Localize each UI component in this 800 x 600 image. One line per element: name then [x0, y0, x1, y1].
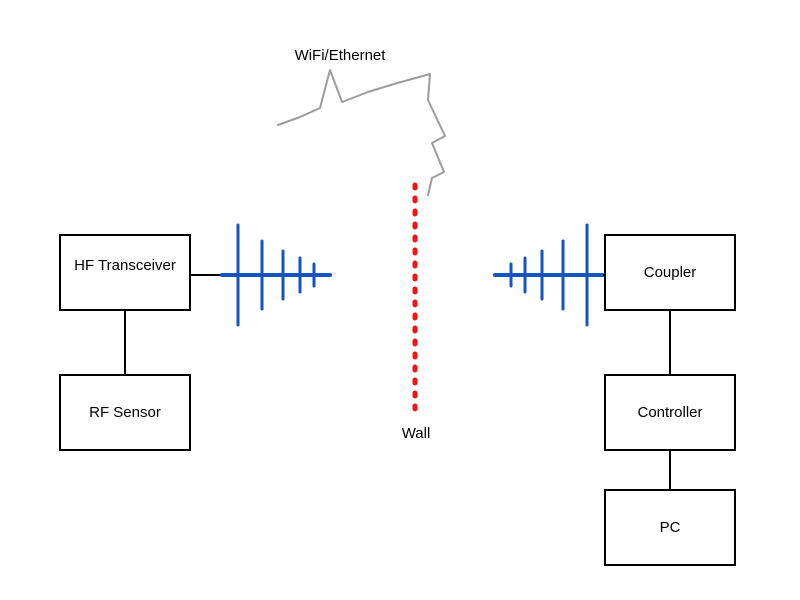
wifi-label: WiFi/Ethernet	[295, 47, 387, 64]
radio-wave-icon	[278, 70, 445, 195]
coupler-label: Coupler	[644, 264, 697, 281]
pc-label: PC	[660, 519, 681, 536]
left-antenna	[222, 225, 330, 325]
hf-transceiver-label: HF Transceiver	[65, 257, 185, 301]
rf-sensor-label: RF Sensor	[89, 404, 161, 421]
right-antenna	[495, 225, 603, 325]
controller-label: Controller	[637, 404, 702, 421]
wall-label: Wall	[402, 425, 431, 442]
